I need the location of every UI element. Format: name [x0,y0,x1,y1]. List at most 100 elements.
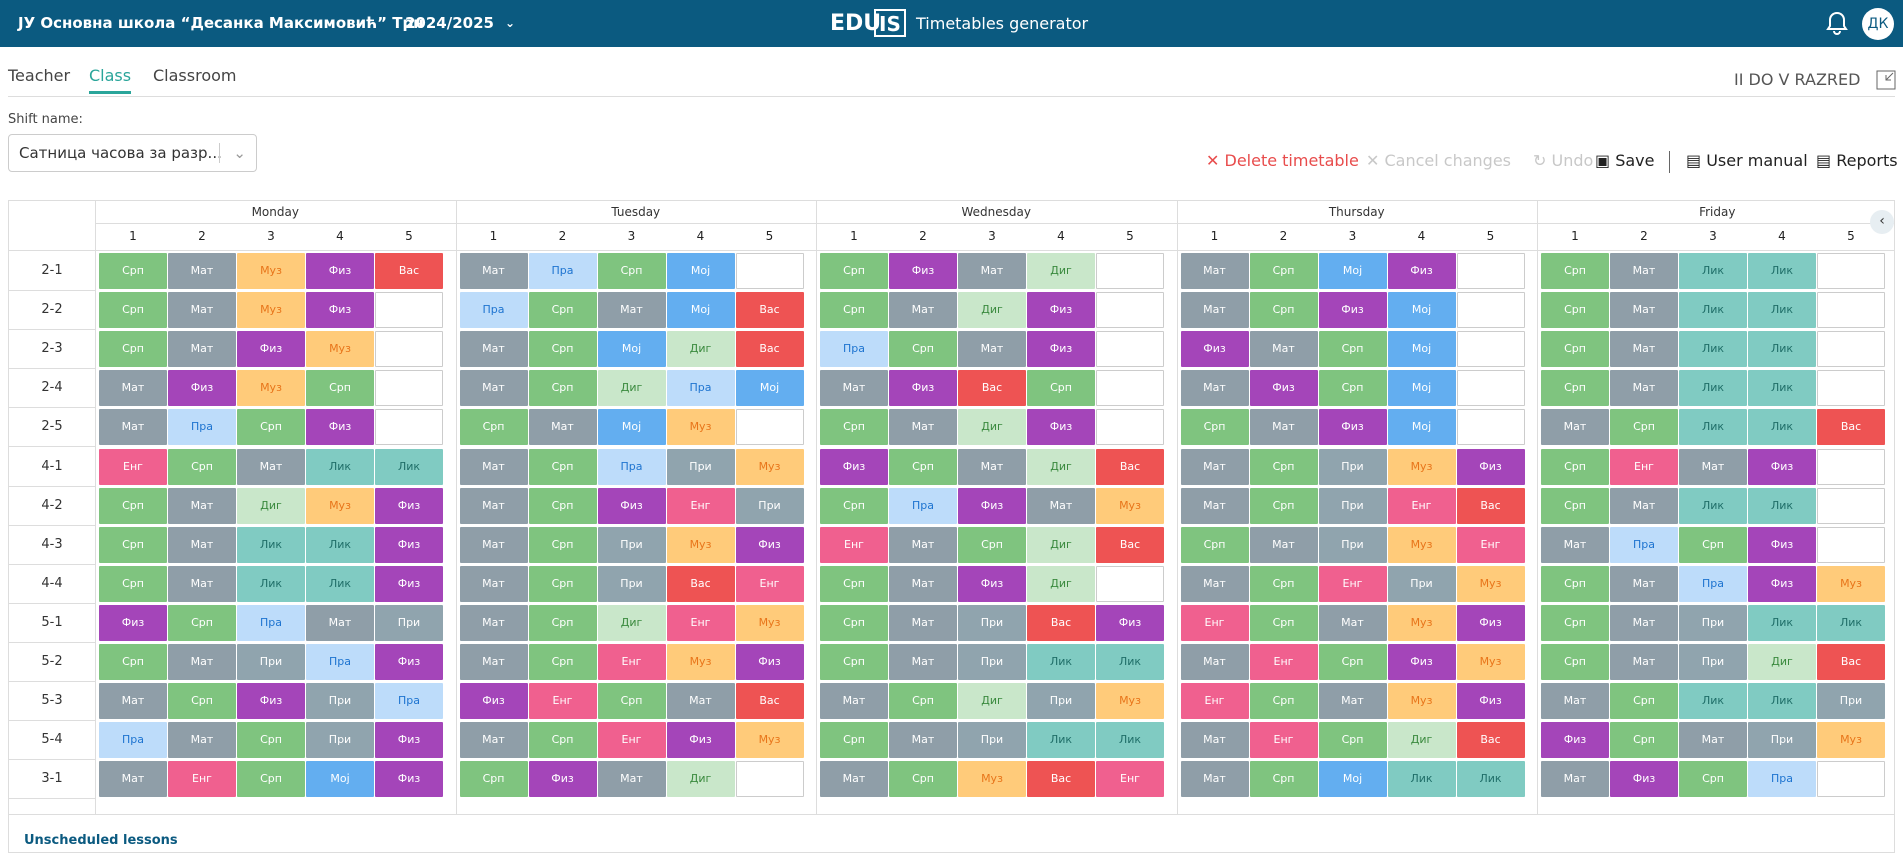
lesson[interactable]: Мат [597,761,666,798]
lesson[interactable]: Срп [237,409,305,446]
lesson[interactable]: Пра [459,292,528,329]
lesson[interactable]: Мат [1249,526,1318,563]
lesson[interactable]: Муз [237,370,305,407]
lesson[interactable]: Мат [889,604,957,641]
lesson[interactable]: Срп [820,253,888,289]
lesson[interactable]: Пра [820,331,888,368]
lesson[interactable]: Срп [1541,448,1609,485]
lesson[interactable]: Мат [1180,448,1249,485]
lesson[interactable]: Мат [958,448,1026,485]
lesson[interactable]: Пра [1610,526,1678,563]
lesson[interactable]: Муз [1817,722,1885,759]
lesson[interactable]: Срп [99,526,167,563]
lesson[interactable]: Срп [1249,565,1318,602]
lesson[interactable]: Мат [168,526,236,563]
toolbar-button[interactable]: ✕ Cancel changes [1366,151,1511,170]
lesson[interactable]: Мат [889,409,957,446]
lesson[interactable]: Мат [459,604,528,641]
empty-slot[interactable] [1456,292,1525,329]
lesson[interactable]: Мат [1610,487,1678,524]
lesson[interactable]: Срп [1318,644,1387,680]
lesson[interactable]: Енг [99,448,167,485]
lesson[interactable]: Енг [820,526,888,563]
lesson[interactable]: Срп [597,683,666,720]
lesson[interactable]: Пра [528,253,597,289]
empty-slot[interactable] [1817,370,1885,407]
lesson[interactable]: Мат [1180,644,1249,680]
empty-slot[interactable] [1817,331,1885,368]
lesson[interactable]: Срп [1027,370,1095,407]
lesson[interactable]: Мат [1027,487,1095,524]
lesson[interactable]: Физ [1249,370,1318,407]
lesson[interactable]: Срп [1249,487,1318,524]
lesson[interactable]: Лик [1748,409,1816,446]
empty-slot[interactable] [1817,761,1885,798]
lesson[interactable]: Срп [99,487,167,524]
lesson[interactable]: Физ [735,526,804,563]
lesson[interactable]: Енг [1180,683,1249,720]
lesson[interactable]: Мат [306,604,374,641]
lesson[interactable]: Мој [306,761,374,798]
lesson[interactable]: Срп [1249,604,1318,641]
lesson[interactable]: Срп [1318,370,1387,407]
lesson[interactable]: Мат [168,331,236,368]
lesson[interactable]: Вас [1817,644,1885,680]
lesson[interactable]: При [306,722,374,759]
lesson[interactable]: Пра [1679,565,1747,602]
lesson[interactable]: Мат [168,644,236,680]
lesson[interactable]: Срп [1610,409,1678,446]
lesson[interactable]: Енг [1180,604,1249,641]
lesson[interactable]: Физ [375,644,443,680]
toolbar-button[interactable]: ▤ Reports [1816,151,1898,170]
lesson[interactable]: Мат [820,683,888,720]
lesson[interactable]: Мат [168,722,236,759]
toolbar-button[interactable]: ▣ Save [1595,151,1654,170]
lesson[interactable]: Вас [375,253,443,289]
lesson[interactable]: При [1027,683,1095,720]
lesson[interactable]: Муз [1096,487,1164,524]
empty-slot[interactable] [1096,292,1164,329]
lesson[interactable]: Срп [1541,487,1609,524]
lesson[interactable]: Муз [1456,644,1525,680]
lesson[interactable]: Мат [597,292,666,329]
lesson[interactable]: Срп [820,292,888,329]
lesson[interactable]: Диг [1748,644,1816,680]
lesson[interactable]: Енг [666,487,735,524]
lesson[interactable]: Срп [820,487,888,524]
empty-slot[interactable] [735,253,804,289]
lesson[interactable]: Физ [1748,565,1816,602]
lesson[interactable]: Физ [1748,448,1816,485]
lesson[interactable]: При [1748,722,1816,759]
lesson[interactable]: Физ [820,448,888,485]
lesson[interactable]: Вас [1027,761,1095,798]
lesson[interactable]: Срп [528,526,597,563]
lesson[interactable]: Физ [1456,683,1525,720]
lesson[interactable]: Муз [237,253,305,289]
lesson[interactable]: При [597,526,666,563]
lesson[interactable]: Енг [735,565,804,602]
empty-slot[interactable] [1456,331,1525,368]
lesson[interactable]: Пра [237,604,305,641]
lesson[interactable]: Физ [375,722,443,759]
lesson[interactable]: Муз [735,722,804,759]
lesson[interactable]: Мат [1180,253,1249,289]
empty-slot[interactable] [1817,448,1885,485]
lesson[interactable]: Физ [306,292,374,329]
lesson[interactable]: Срп [820,722,888,759]
year-select[interactable]: 2024/2025 [405,14,494,32]
lesson[interactable]: Муз [666,644,735,680]
lesson[interactable]: Мат [459,487,528,524]
lesson[interactable]: Физ [375,761,443,798]
lesson[interactable]: Мат [1180,565,1249,602]
toolbar-button[interactable]: ▤ User manual [1686,151,1808,170]
lesson[interactable]: Муз [1817,565,1885,602]
unscheduled-title[interactable]: Unscheduled lessons [24,833,178,848]
lesson[interactable]: Срп [1249,448,1318,485]
lesson[interactable]: При [1318,487,1387,524]
lesson[interactable]: Енг [1610,448,1678,485]
lesson[interactable]: Срп [1679,761,1747,798]
lesson[interactable]: Срп [528,722,597,759]
lesson[interactable]: Диг [597,370,666,407]
lesson[interactable]: Мој [1387,331,1456,368]
lesson[interactable]: Мат [99,409,167,446]
